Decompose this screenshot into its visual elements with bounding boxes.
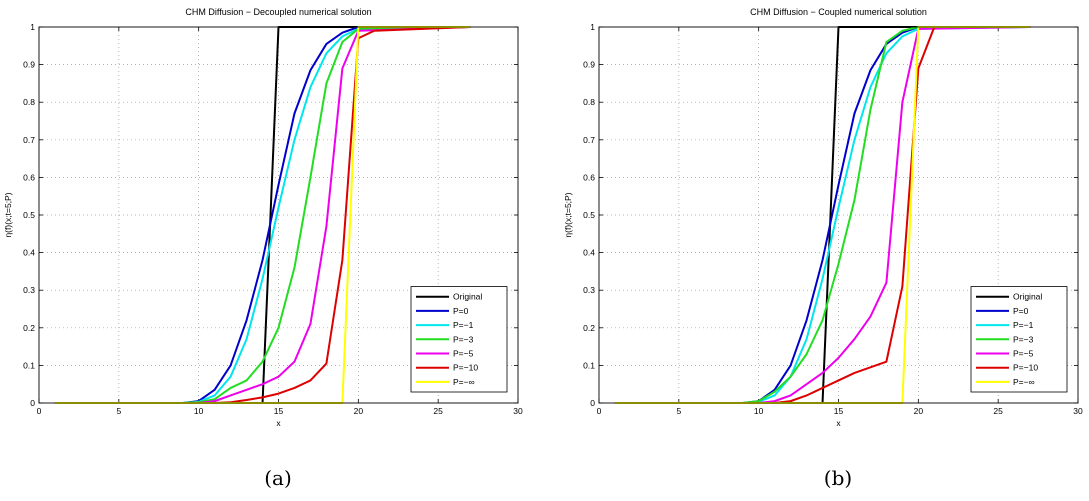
y-tick-label: 0.5: [583, 210, 595, 220]
series-line-4: [54, 26, 471, 404]
y-tick-label: 0.9: [583, 60, 595, 70]
chart-title: CHM Diffusion − Decoupled numerical solu…: [185, 7, 371, 17]
legend-entry: P=−3: [453, 334, 474, 344]
series-line-2: [614, 26, 1031, 404]
x-tick-label: 30: [1073, 406, 1083, 416]
x-tick-label: 0: [37, 406, 42, 416]
legend-entry: P=−3: [1013, 334, 1034, 344]
axes-frame: [598, 26, 1079, 404]
legend-entry: P=−10: [1013, 363, 1038, 373]
legend-entry: P=0: [453, 306, 469, 316]
y-tick-label: 0.3: [23, 285, 35, 295]
x-tick-label: 25: [993, 406, 1003, 416]
y-tick-label: 1: [590, 22, 595, 32]
chart-panel-b: 0 5 10 15 20 25 30 0 0.1 0.2 0.3 0.4 0.5 0.6 0.7 0.8 0.9…: [563, 7, 1083, 490]
legend-entry: Original: [453, 292, 482, 302]
chart-title: CHM Diffusion − Coupled numerical soluti…: [750, 7, 927, 17]
series-line-4: [614, 26, 1031, 404]
legend-entry: P=−5: [1013, 349, 1034, 359]
series-line-1: [54, 26, 471, 404]
y-tick-label: 0.2: [583, 323, 595, 333]
y-tick-label: 0.8: [583, 97, 595, 107]
y-tick-label: 0.7: [23, 135, 35, 145]
x-axis-label: x: [836, 418, 841, 428]
x-tick-label: 0: [597, 406, 602, 416]
legend-entry: P=−1: [1013, 320, 1034, 330]
legend: Original P=0 P=−1 P=−3 P=−5 P=−10 P=−∞: [970, 286, 1068, 393]
series-line-3: [614, 26, 1031, 404]
y-tick-label: 0.4: [583, 248, 595, 258]
y-tick-label: 0.7: [583, 135, 595, 145]
x-tick-label: 25: [433, 406, 443, 416]
series-line-5: [614, 26, 1031, 404]
y-tick-label: 0.1: [23, 360, 35, 370]
y-tick-label: 0.6: [23, 172, 35, 182]
x-tick-label: 30: [513, 406, 523, 416]
legend: Original P=0 P=−1 P=−3 P=−5 P=−10 P=−∞: [410, 286, 508, 393]
axes-frame: [38, 26, 519, 404]
y-tick-label: 0: [590, 398, 595, 408]
x-tick-label: 5: [116, 406, 121, 416]
legend-entry: P=−1: [453, 320, 474, 330]
x-tick-label: 20: [914, 406, 924, 416]
figure-caption: (b): [824, 466, 852, 490]
legend-entry: P=−∞: [453, 377, 475, 387]
legend-entry: P=−5: [453, 349, 474, 359]
y-tick-label: 0.2: [23, 323, 35, 333]
y-tick-label: 1: [30, 22, 35, 32]
x-tick-label: 15: [834, 406, 844, 416]
x-tick-label: 15: [274, 406, 284, 416]
legend-entry: P=−10: [453, 363, 478, 373]
y-tick-label: 0: [30, 398, 35, 408]
x-tick-label: 10: [194, 406, 204, 416]
figure-caption: (a): [264, 466, 292, 490]
legend-entry: P=0: [1013, 306, 1029, 316]
legend-entry: P=−∞: [1013, 377, 1035, 387]
x-axis-label: x: [276, 418, 281, 428]
x-tick-label: 10: [754, 406, 764, 416]
x-tick-label: 20: [354, 406, 364, 416]
y-axis-label: η(f)(x;t=5;P): [563, 192, 573, 237]
y-axis-label: η(f)(x;t=5;P): [3, 192, 13, 237]
y-tick-label: 0.8: [23, 97, 35, 107]
y-tick-label: 0.5: [23, 210, 35, 220]
y-tick-label: 0.1: [583, 360, 595, 370]
chart-panel-a: 0 5 10 15 20 25 30 0 0.1 0.2 0.3 0.4 0.5 0.6 0.7 0.8 0.9…: [3, 7, 523, 490]
x-tick-label: 5: [676, 406, 681, 416]
legend-entry: Original: [1013, 292, 1042, 302]
y-tick-label: 0.3: [583, 285, 595, 295]
y-tick-label: 0.6: [583, 172, 595, 182]
y-tick-label: 0.4: [23, 248, 35, 258]
y-tick-label: 0.9: [23, 60, 35, 70]
